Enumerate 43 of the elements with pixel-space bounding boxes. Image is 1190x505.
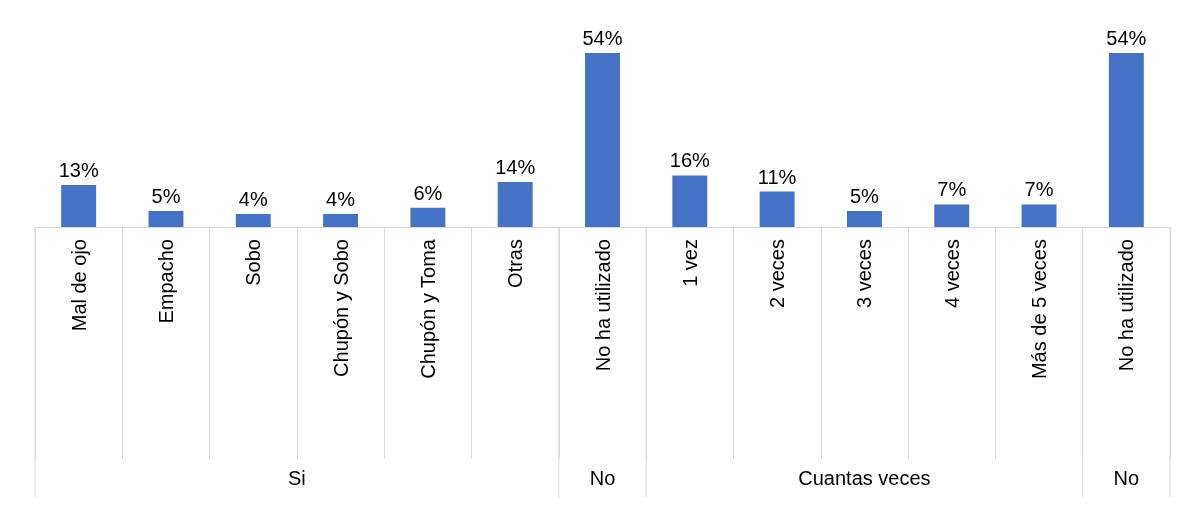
- x-tick-label: 4 veces: [940, 239, 963, 308]
- bar: [61, 185, 97, 227]
- bar: [410, 207, 446, 227]
- text: Cuantas veces: [798, 467, 931, 489]
- bar: [1108, 53, 1144, 227]
- text: No: [1113, 467, 1140, 489]
- data-label: 4%: [238, 188, 268, 211]
- bar: [1021, 204, 1057, 227]
- data-label: 5%: [151, 184, 181, 207]
- bar: [497, 181, 533, 227]
- data-label: 5%: [849, 184, 880, 207]
- data-label: 7%: [937, 178, 967, 201]
- x-tick-label: Chupón y Toma: [416, 238, 439, 379]
- data-label: 54%: [1106, 27, 1147, 49]
- x-tick-label: Otras: [504, 239, 527, 288]
- x-tick-label: 3 veces: [853, 239, 876, 308]
- x-tick-label: 1 vez: [678, 239, 701, 287]
- bar: [148, 210, 184, 227]
- data-label: 16%: [669, 149, 711, 172]
- x-tick-label: Chupón y Sobo: [329, 239, 352, 377]
- data-label: 54%: [582, 27, 623, 49]
- data-label: 11%: [757, 165, 797, 188]
- bar: [585, 53, 620, 227]
- data-label: 7%: [1024, 178, 1054, 201]
- data-label: 13%: [58, 159, 99, 182]
- x-tick-label: Sobo: [242, 239, 265, 286]
- x-tick-label: Empacho: [154, 239, 177, 324]
- x-tick-label: Mal de ojo: [67, 239, 90, 332]
- bar: [759, 191, 795, 227]
- x-tick-label: 2 veces: [766, 239, 789, 308]
- bar: [934, 204, 970, 227]
- text: No: [589, 467, 616, 489]
- text: Si: [288, 467, 306, 489]
- x-tick-label: No ha utilizado: [1115, 239, 1138, 372]
- bar: [672, 175, 708, 227]
- data-label: 14%: [495, 155, 536, 178]
- data-label: 4%: [326, 188, 356, 211]
- bar: [846, 210, 882, 227]
- data-label: 6%: [413, 181, 443, 204]
- bar: [323, 214, 359, 227]
- x-tick-label: Más de 5 veces: [1028, 239, 1051, 380]
- x-tick-label: No ha utilizado: [591, 239, 614, 372]
- bar: [235, 214, 271, 227]
